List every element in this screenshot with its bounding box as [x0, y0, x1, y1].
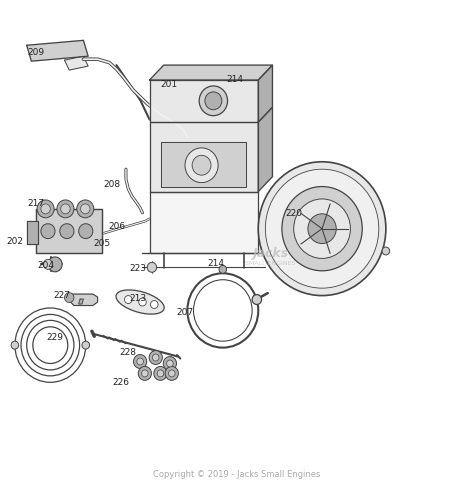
Text: 217: 217 [27, 199, 45, 208]
Polygon shape [258, 65, 273, 122]
Circle shape [165, 366, 178, 380]
Circle shape [258, 162, 386, 296]
Circle shape [139, 298, 146, 306]
Circle shape [219, 265, 227, 273]
Polygon shape [258, 107, 273, 191]
Text: 214: 214 [207, 259, 224, 268]
Circle shape [151, 301, 158, 309]
Circle shape [43, 259, 53, 269]
Circle shape [294, 199, 350, 258]
Circle shape [57, 200, 74, 218]
Polygon shape [150, 191, 258, 253]
Polygon shape [79, 299, 83, 304]
Circle shape [137, 358, 144, 365]
Circle shape [192, 156, 211, 175]
Text: 227: 227 [54, 291, 71, 300]
Text: 204: 204 [37, 261, 54, 270]
Text: 228: 228 [120, 348, 137, 357]
Circle shape [282, 186, 362, 271]
Text: 209: 209 [27, 48, 45, 57]
Text: 208: 208 [103, 179, 120, 188]
Text: 205: 205 [94, 239, 111, 248]
Circle shape [157, 370, 164, 377]
Circle shape [82, 341, 90, 349]
Circle shape [153, 354, 159, 361]
Text: 202: 202 [6, 237, 23, 246]
Polygon shape [27, 221, 37, 244]
Circle shape [134, 354, 147, 368]
Circle shape [81, 204, 90, 214]
Polygon shape [64, 56, 88, 70]
Polygon shape [27, 40, 88, 61]
Circle shape [147, 262, 156, 272]
Circle shape [154, 366, 167, 380]
Circle shape [382, 247, 390, 255]
Text: SMALL ENGINES: SMALL ENGINES [245, 261, 295, 266]
Text: 213: 213 [129, 294, 146, 303]
Text: Jacks: Jacks [252, 247, 288, 260]
Polygon shape [69, 294, 98, 306]
Circle shape [61, 204, 70, 214]
Text: 223: 223 [129, 264, 146, 273]
Circle shape [37, 200, 54, 218]
Circle shape [166, 360, 173, 367]
Text: 201: 201 [160, 81, 177, 89]
Text: 220: 220 [285, 209, 302, 218]
Circle shape [60, 224, 74, 239]
Text: 229: 229 [46, 333, 64, 342]
Circle shape [199, 86, 228, 116]
Circle shape [41, 224, 55, 239]
Circle shape [41, 204, 50, 214]
Ellipse shape [116, 290, 164, 314]
Circle shape [79, 224, 93, 239]
Circle shape [138, 366, 152, 380]
Circle shape [48, 257, 62, 272]
Circle shape [308, 214, 336, 244]
Circle shape [265, 169, 379, 288]
Text: 206: 206 [108, 222, 125, 231]
Circle shape [168, 370, 175, 377]
Circle shape [205, 92, 222, 110]
Circle shape [163, 356, 176, 370]
Polygon shape [150, 80, 258, 122]
Circle shape [185, 148, 218, 182]
Polygon shape [36, 209, 102, 253]
Polygon shape [150, 122, 258, 191]
Text: 214: 214 [226, 76, 243, 84]
Circle shape [125, 296, 132, 304]
Circle shape [252, 295, 262, 305]
Text: 207: 207 [176, 309, 193, 318]
Circle shape [142, 370, 148, 377]
Circle shape [64, 293, 74, 303]
Circle shape [77, 200, 94, 218]
Text: 226: 226 [113, 378, 130, 387]
Circle shape [149, 350, 162, 364]
Circle shape [11, 341, 18, 349]
Polygon shape [150, 65, 273, 80]
Text: Copyright © 2019 - Jacks Small Engines: Copyright © 2019 - Jacks Small Engines [153, 470, 321, 479]
Polygon shape [161, 142, 246, 186]
